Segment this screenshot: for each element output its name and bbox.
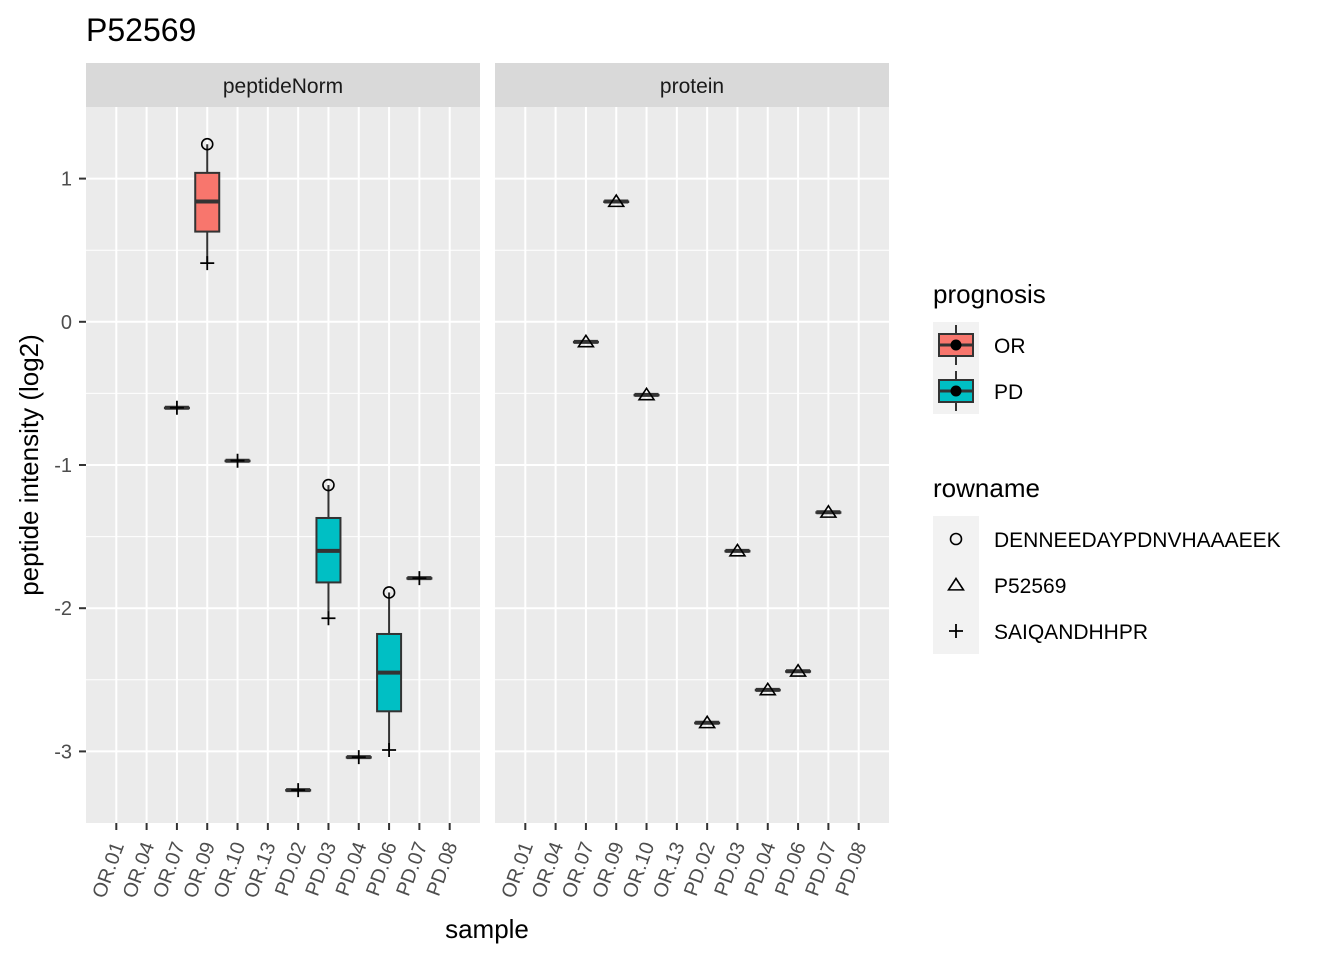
point-pd-04-p52569 xyxy=(758,681,777,696)
point-pd-02-p52569 xyxy=(698,714,717,729)
facet-peptidenorm: peptideNorm xyxy=(86,63,480,823)
box-pd-04 xyxy=(754,687,781,692)
legend-item-p52569: P52569 xyxy=(933,562,1066,608)
legend-label: DENNEEDAYPDNVHAAAEEK xyxy=(994,529,1281,552)
point-or-09-denneedaypdnvhaaaeek xyxy=(200,137,214,151)
point-pd-03-p52569 xyxy=(728,542,747,557)
point-pd-03-saiqandhhpr xyxy=(321,611,336,626)
legend-key-cross xyxy=(949,624,963,638)
facet-protein: protein xyxy=(495,63,889,823)
legend-key-point xyxy=(950,385,962,397)
box-or-10 xyxy=(633,392,660,397)
strip-peptidenorm xyxy=(86,63,480,107)
y-axis-title: peptide intensity (log2) xyxy=(14,334,44,596)
point-or-09-saiqandhhpr xyxy=(200,256,215,271)
box-pd-03 xyxy=(315,485,342,619)
box-pd-03 xyxy=(724,548,751,553)
y-axis: 1 0 -1 -2 -3 xyxy=(54,169,86,763)
legend-key-bg xyxy=(933,516,979,562)
y-tick-label: -2 xyxy=(54,598,72,620)
legend-key-circle xyxy=(949,532,963,546)
legend-item-pd: PD xyxy=(933,368,1023,414)
point-pd-04-saiqandhhpr xyxy=(351,750,366,765)
point-or-10-p52569 xyxy=(637,386,656,401)
point-or-07-p52569 xyxy=(576,333,595,348)
y-tick-label: 0 xyxy=(61,312,72,334)
legend-key-point xyxy=(950,339,962,351)
strip-label-protein: protein xyxy=(660,75,724,98)
point-pd-07-p52569 xyxy=(819,504,838,518)
box-pd-02 xyxy=(694,720,721,725)
point-pd-03-denneedaypdnvhaaaeek xyxy=(322,478,335,492)
legend-label: SAIQANDHHPR xyxy=(994,621,1148,644)
y-tick-label: -1 xyxy=(54,455,72,477)
legend-title-prognosis: prognosis xyxy=(933,279,1046,309)
legend-label: OR xyxy=(994,335,1026,358)
x-axis: OR.01OR.04OR.07OR.09OR.10OR.13PD.02PD.03… xyxy=(89,823,871,901)
point-or-10-saiqandhhpr xyxy=(230,453,245,468)
legend-key-triangle xyxy=(947,577,965,591)
box-pd-07 xyxy=(815,510,842,515)
point-pd-06-saiqandhhpr xyxy=(382,742,397,757)
point-or-07-saiqandhhpr xyxy=(169,400,184,415)
point-pd-02-saiqandhhpr xyxy=(291,783,306,798)
chart-title: P52569 xyxy=(86,12,196,48)
point-or-09-p52569 xyxy=(607,193,626,208)
legend-label: P52569 xyxy=(994,575,1066,598)
y-tick-label: -3 xyxy=(54,741,72,763)
box-or-09 xyxy=(194,144,221,264)
box-or-07 xyxy=(572,339,599,344)
box-pd-06 xyxy=(785,669,812,674)
point-pd-06-p52569 xyxy=(789,663,808,677)
point-pd-06-denneedaypdnvhaaaeek xyxy=(382,586,396,599)
box-or-09 xyxy=(603,199,630,204)
legend-item-saiqandhhpr: SAIQANDHHPR xyxy=(933,608,1148,654)
legend-title-rowname: rowname xyxy=(933,473,1040,503)
legend: prognosis OR PD rowname DENNEEDAYPDNVHAAAEEK… xyxy=(933,279,1281,654)
legend-label: PD xyxy=(994,381,1023,404)
point-pd-07-saiqandhhpr xyxy=(412,571,427,586)
strip-protein xyxy=(495,63,889,107)
strip-label-peptidenorm: peptideNorm xyxy=(223,75,343,98)
box-pd-06 xyxy=(376,592,403,750)
x-axis-title: sample xyxy=(445,914,529,944)
legend-key-bg xyxy=(933,562,979,608)
legend-item-or: OR xyxy=(933,322,1026,368)
y-tick-label: 1 xyxy=(61,169,72,191)
legend-item-denneedaypdnvhaaaeek: DENNEEDAYPDNVHAAAEEK xyxy=(933,516,1281,562)
